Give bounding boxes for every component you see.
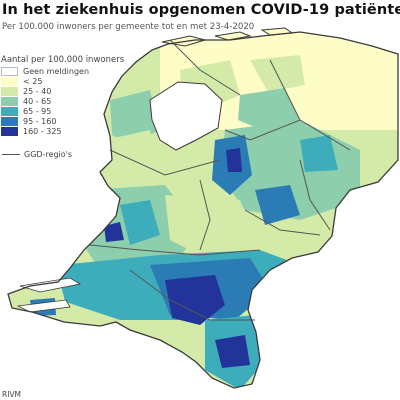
ijsselmeer-water xyxy=(149,81,223,151)
legend-label: 65 - 95 xyxy=(23,106,52,116)
legend-title: Aantal per 100.000 inwoners xyxy=(1,55,125,65)
source-label: RIVM xyxy=(2,390,22,399)
legend-label: 40 - 65 xyxy=(23,96,52,106)
ggd-label: GGD-regio's xyxy=(24,150,73,159)
legend-swatch xyxy=(1,116,18,126)
legend-swatch xyxy=(1,126,18,136)
region-utrecht-darkblue xyxy=(104,222,124,242)
ggd-line-swatch xyxy=(2,154,20,155)
legend-label: 25 - 40 xyxy=(23,86,52,96)
legend-swatch xyxy=(1,66,18,76)
legend-swatch xyxy=(1,106,18,116)
legend-item: Geen meldingen xyxy=(1,66,124,76)
legend-item: 160 - 325 xyxy=(1,126,124,136)
legend-item: 65 - 95 xyxy=(1,106,124,116)
region-central-green xyxy=(165,195,255,255)
legend-label: < 25 xyxy=(23,76,43,86)
legend-swatch xyxy=(1,96,18,106)
legend-items: Geen meldingen < 25 25 - 40 40 - 65 65 - 95 9… xyxy=(1,66,124,136)
legend-item: 40 - 65 xyxy=(1,96,124,106)
map-title: In het ziekenhuis opgenomen COVID-19 pat… xyxy=(2,2,400,18)
legend-swatch xyxy=(1,86,18,96)
region-east-darkblue xyxy=(226,148,242,172)
legend-item: 95 - 160 xyxy=(1,116,124,126)
region-east-blue2 xyxy=(300,135,338,172)
legend-label: 160 - 325 xyxy=(23,126,62,136)
legend: Aantal per 100.000 inwoners Geen melding… xyxy=(1,55,124,136)
region-randstad-blue xyxy=(120,200,160,245)
region-brabant-darkblue xyxy=(165,275,225,325)
estuary-water xyxy=(16,277,82,313)
country-border xyxy=(7,31,399,389)
legend-label: 95 - 160 xyxy=(23,116,57,126)
legend-label: Geen meldingen xyxy=(23,66,90,76)
region-limburg-darkblue xyxy=(215,335,250,368)
ggd-region-lines xyxy=(89,39,351,321)
map-subtitle: Per 100.000 inwoners per gemeente tot en… xyxy=(2,22,255,32)
legend-swatch xyxy=(1,76,18,86)
region-groningen-green xyxy=(250,55,305,92)
municipality-areas xyxy=(8,32,398,388)
legend-item: < 25 xyxy=(1,76,124,86)
region-drenthe-teal xyxy=(238,88,300,130)
region-gelderland-blue xyxy=(255,185,300,225)
legend-item: 25 - 40 xyxy=(1,86,124,96)
legend-ggd-region: GGD-regio's xyxy=(2,150,72,159)
